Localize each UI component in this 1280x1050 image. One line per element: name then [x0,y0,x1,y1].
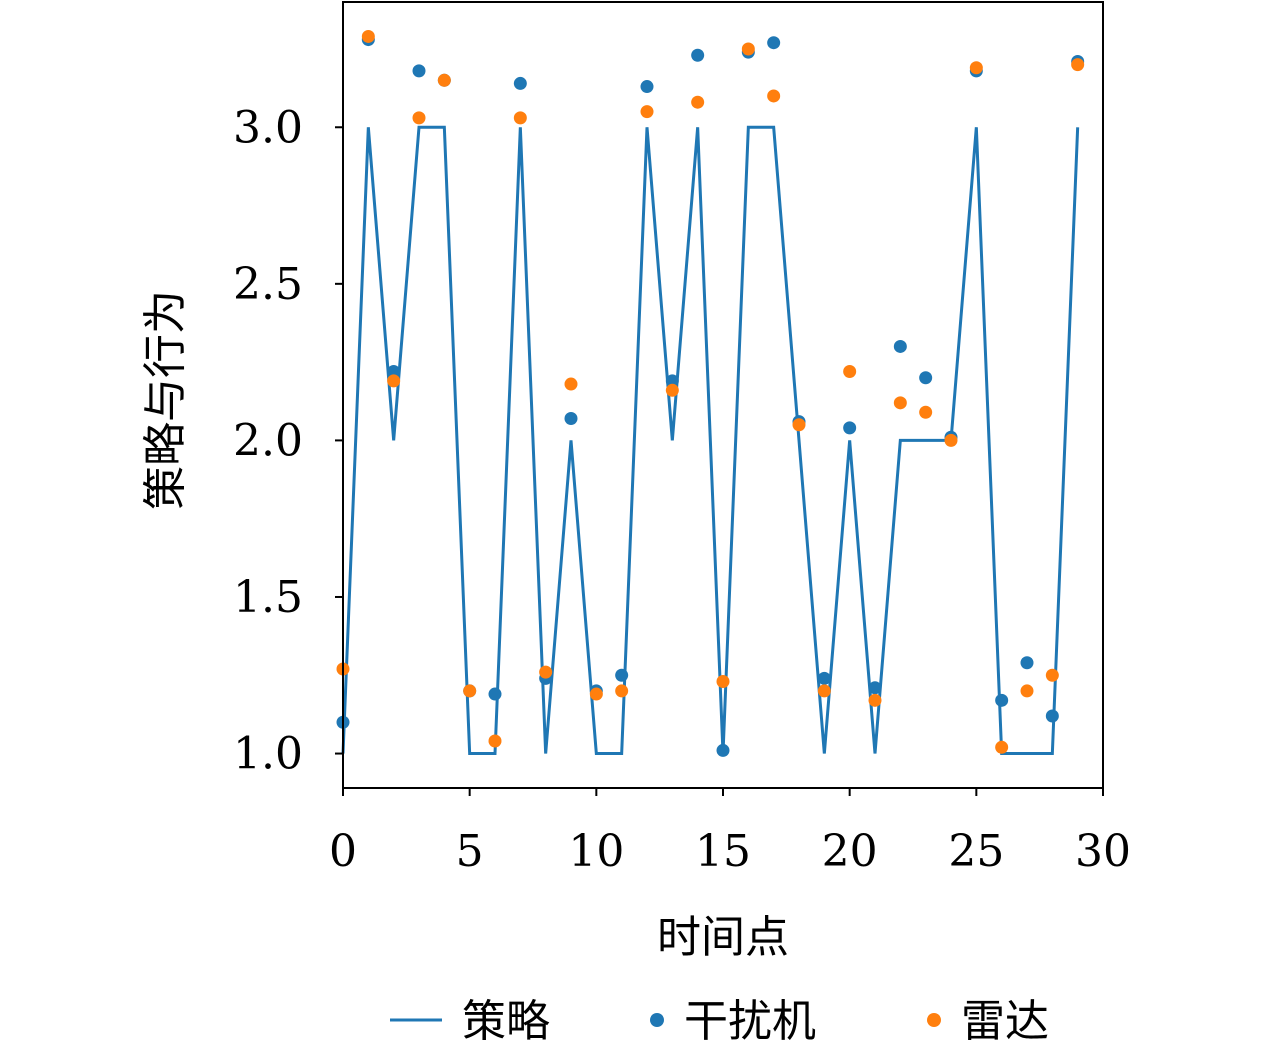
scatter-point-1-13 [665,374,679,388]
scatter-point-1-6 [488,687,502,701]
scatter-point-2-8 [539,665,553,679]
scatter-point-1-11 [615,668,629,682]
scatter-point-2-27 [1020,684,1034,698]
scatter-point-1-19 [817,671,831,685]
scatter-point-2-10 [589,687,603,701]
plot-area [336,29,1085,757]
legend-dot-marker [927,1013,941,1027]
y-tick-label: 2.0 [233,415,303,466]
scatter-point-1-22 [893,339,907,353]
x-tick-label: 15 [695,826,751,877]
x-tick-label: 5 [456,826,484,877]
scatter-point-2-24 [944,433,958,447]
y-tick-label: 3.0 [233,102,303,153]
scatter-point-1-7 [513,76,527,90]
scatter-point-1-21 [868,681,882,695]
scatter-point-2-25 [969,61,983,75]
scatter-point-1-12 [640,80,654,94]
scatter-point-2-22 [893,396,907,410]
scatter-point-2-29 [1071,58,1085,72]
legend-label: 策略 [462,996,550,1047]
y-tick-label: 2.5 [233,259,303,310]
y-tick-label: 1.5 [233,572,303,623]
x-axis-label: 时间点 [657,912,789,963]
scatter-point-2-26 [995,740,1009,754]
legend-dot-marker [650,1013,664,1027]
x-tick-label: 20 [822,826,878,877]
scatter-point-2-2 [387,374,401,388]
scatter-point-2-7 [513,111,527,125]
x-tick-label: 10 [568,826,624,877]
y-axis: 1.0 1.5 2.0 2.5 3.0 [233,102,343,780]
scatter-point-1-28 [1045,709,1059,723]
scatter-point-2-20 [843,365,857,379]
legend-label: 干扰机 [684,996,816,1047]
scatter-point-2-1 [361,29,375,43]
scatter-point-2-5 [463,684,477,698]
scatter-point-2-15 [716,675,730,689]
scatter-point-1-27 [1020,656,1034,670]
scatter-point-2-12 [640,105,654,119]
legend: 策略 干扰机 雷达 [390,996,1049,1047]
scatter-point-2-18 [792,418,806,432]
scatter-point-2-16 [741,42,755,56]
scatter-point-2-21 [868,693,882,707]
scatter-point-2-23 [919,405,933,419]
scatter-point-2-17 [767,89,781,103]
y-tick-label: 1.0 [233,729,303,780]
x-tick-label: 30 [1075,826,1131,877]
scatter-point-2-28 [1045,668,1059,682]
legend-label: 雷达 [961,996,1049,1047]
scatter-point-2-14 [691,95,705,109]
y-axis-label: 策略与行为 [140,290,191,510]
scatter-point-1-23 [919,371,933,385]
scatter-point-1-14 [691,48,705,62]
x-tick-label: 0 [329,826,357,877]
scatter-point-2-11 [615,684,629,698]
scatter-point-1-20 [843,421,857,435]
scatter-point-2-19 [817,684,831,698]
scatter-point-1-9 [564,411,578,425]
scatter-point-2-4 [437,73,451,87]
scatter-point-1-15 [716,743,730,757]
scatter-point-1-17 [767,36,781,50]
scatter-point-2-6 [488,734,502,748]
x-tick-label: 25 [948,826,1004,877]
scatter-point-2-3 [412,111,426,125]
scatter-point-1-2 [387,365,401,379]
scatter-point-1-26 [995,693,1009,707]
scatter-point-1-3 [412,64,426,78]
x-axis: 0 5 10 15 20 25 30 [329,788,1131,877]
series-line-0 [341,125,1080,756]
scatter-point-2-9 [564,377,578,391]
plot-frame [342,1,1104,789]
scatter-point-2-13 [665,383,679,397]
